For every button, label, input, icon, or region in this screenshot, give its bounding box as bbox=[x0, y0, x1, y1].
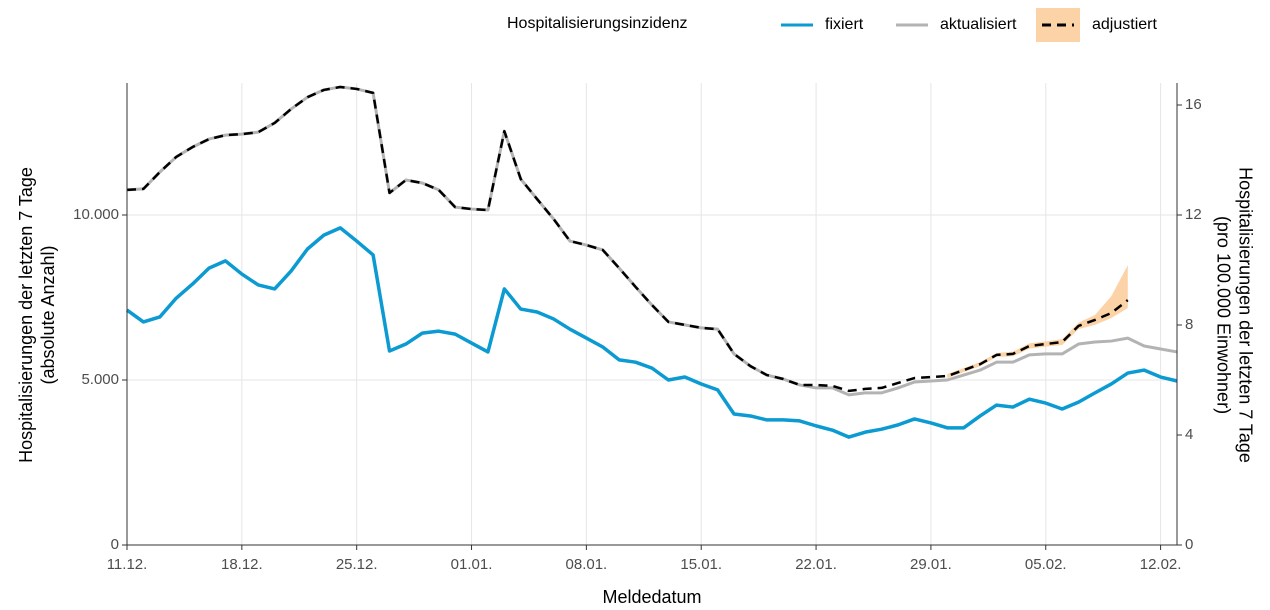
y-tick-label: 5.000 bbox=[81, 371, 119, 388]
y-tick-label: 10.000 bbox=[73, 206, 119, 223]
y2-axis-title-line: (pro 100.000 Einwohner) bbox=[1213, 216, 1233, 414]
legend-label: aktualisiert bbox=[940, 16, 1017, 33]
legend-label: adjustiert bbox=[1092, 16, 1157, 33]
y2-tick-label: 8 bbox=[1185, 316, 1193, 333]
x-axis-title: Meldedatum bbox=[602, 587, 701, 607]
x-tick-label: 25.12. bbox=[336, 556, 378, 573]
y2-tick-label: 0 bbox=[1185, 536, 1193, 553]
x-tick-label: 22.01. bbox=[795, 556, 837, 573]
y2-axis-title: Hospitalisierungen der letzten 7 Tage (p… bbox=[1213, 167, 1255, 463]
uncertainty-band bbox=[947, 265, 1128, 379]
x-tick-label: 15.01. bbox=[680, 556, 722, 573]
y2-tick-label: 12 bbox=[1185, 206, 1202, 223]
x-tick-label: 29.01. bbox=[910, 556, 952, 573]
legend-title: Hospitalisierungsinzidenz bbox=[507, 15, 688, 32]
legend-label: fixiert bbox=[825, 16, 864, 33]
x-tick-label: 11.12. bbox=[107, 556, 148, 573]
y2-tick-label: 16 bbox=[1185, 96, 1202, 113]
y-axis-title-line: (absolute Anzahl) bbox=[38, 245, 58, 384]
y2-axis-title-line: Hospitalisierungen der letzten 7 Tage bbox=[1235, 167, 1255, 463]
y-axis-title-line: Hospitalisierungen der letzten 7 Tage bbox=[16, 167, 36, 463]
x-tick-label: 01.01. bbox=[451, 556, 493, 573]
x-tick-label: 18.12. bbox=[221, 556, 263, 573]
line bbox=[126, 85, 1129, 393]
line bbox=[125, 226, 1178, 439]
x-tick-label: 08.01. bbox=[566, 556, 608, 573]
x-tick-label: 12.02. bbox=[1140, 556, 1182, 573]
y2-tick-label: 4 bbox=[1185, 426, 1193, 443]
y-axis-title: Hospitalisierungen der letzten 7 Tage (a… bbox=[16, 167, 58, 463]
x-tick-label: 05.02. bbox=[1025, 556, 1067, 573]
y-tick-label: 0 bbox=[111, 536, 119, 553]
